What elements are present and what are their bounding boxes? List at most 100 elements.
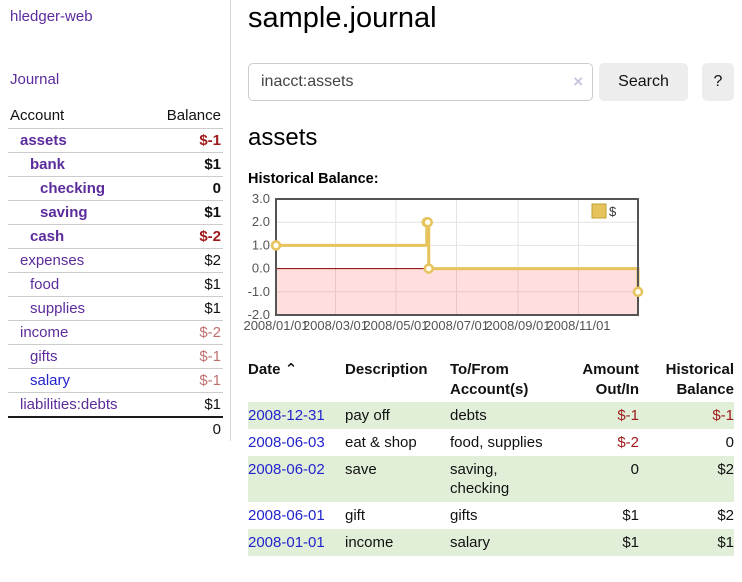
account-link[interactable]: assets [20,132,67,149]
account-link[interactable]: checking [40,180,106,197]
account-row: gifts $-1 [8,344,223,369]
account-balance: $-1 [148,368,223,393]
register-header-accounts: To/From Account(s) [450,361,529,399]
account-link[interactable]: supplies [30,300,86,317]
transaction-date-link[interactable]: 2008-01-01 [248,534,325,552]
chart-marker [270,240,282,251]
sidebar: hledger-web Journal Account Balance asse… [0,0,231,441]
account-row: bank $1 [8,152,223,177]
transaction-row: 2008-06-01 gift gifts $1 $2 [248,502,734,529]
help-button[interactable]: ? [701,62,734,101]
transaction-amount: $1 [622,507,639,525]
transaction-row: 2008-01-01 income salary $1 $1 [248,529,734,557]
account-link[interactable]: income [20,324,69,341]
y-tick-label: 1.0 [252,238,270,253]
register-header-date[interactable]: Date ⌃ [248,361,298,379]
account-balance: 0 [148,176,223,201]
transaction-date-link[interactable]: 2008-06-01 [248,507,325,525]
transaction-description: pay off [345,407,390,425]
transaction-date-link[interactable]: 2008-12-31 [248,407,325,425]
y-tick-label: -2.0 [248,307,270,322]
account-balance: $1 [148,296,223,321]
y-tick-label: 0.0 [252,261,270,276]
transaction-accounts: debts [450,407,487,425]
negative-area [276,268,638,316]
transaction-date-link[interactable]: 2008-06-02 [248,461,325,479]
account-row: income $-2 [8,320,223,345]
account-row: expenses $2 [8,248,223,273]
account-row: food $1 [8,272,223,297]
register-header-balance: Historical Balance [665,361,734,399]
account-row: assets $-1 [8,128,223,153]
account-link[interactable]: cash [30,228,65,245]
app-title-link[interactable]: hledger-web [10,8,93,25]
x-tick-label: 2008/07/01 [424,318,489,333]
account-row: liabilities:debts $1 [8,392,223,417]
accounts-header-row: Account Balance [8,104,223,129]
search-form: × Search ? [248,62,734,101]
y-tick-label: 2.0 [252,214,270,229]
account-link[interactable]: saving [40,204,88,221]
nav-journal: Journal [10,71,230,88]
accounts-table-body: assets $-1 bank $1 checking 0 saving $1 cash $-2 e… [8,128,223,417]
transaction-balance: $-1 [712,407,734,425]
register-table: Date ⌃ Description To/From Account(s) Am… [248,358,734,557]
transaction-balance: $1 [717,534,734,552]
account-balance: $-2 [148,224,223,249]
transaction-row: 2008-06-03 eat & shop food, supplies $-2 0 [248,429,734,456]
account-link[interactable]: liabilities:debts [20,396,118,413]
transaction-amount: 0 [630,461,639,479]
accounts-header-account: Account [10,107,65,124]
account-link[interactable]: gifts [30,348,58,365]
transaction-amount: $-2 [617,434,639,452]
transaction-accounts: food, supplies [450,434,543,452]
sort-ascending-icon: ⌃ [284,361,298,379]
accounts-total-row: 0 [8,416,223,441]
y-tick-label: 3.0 [252,191,270,206]
x-tick-label: 2008/01/01 [243,318,308,333]
account-row: supplies $1 [8,296,223,321]
accounts-total-balance: 0 [148,416,223,441]
search-input[interactable] [248,62,594,101]
chart-marker [632,286,644,298]
transaction-description: eat & shop [345,434,417,452]
historical-balance-chart: $3.0 2.0 1.0 0.0 -1.0 -2.02008/01/012008/03/0… [243,191,644,333]
x-tick-label: 2008/03/01 [303,318,368,333]
account-link[interactable]: salary [30,372,71,389]
y-tick-label: -1.0 [248,284,270,299]
clear-search-icon[interactable]: × [573,71,584,91]
transaction-date-link[interactable]: 2008-06-03 [248,434,325,452]
transaction-balance: $2 [717,461,734,479]
register-table-body: 2008-12-31 pay off debts $-1 $-1 2008-06-03 ea… [248,402,734,557]
account-balance: $1 [148,392,223,417]
x-tick-label: 2008/09/01 [485,318,550,333]
account-row: salary $-1 [8,368,223,393]
chart-marker [423,263,434,275]
transaction-accounts: gifts [450,507,478,525]
transaction-row: 2008-06-02 save saving, checking 0 $2 [248,456,734,503]
account-balance: $-2 [148,320,223,345]
account-row: checking 0 [8,176,223,201]
accounts-header-balance: Balance [166,107,221,124]
account-link[interactable]: bank [30,156,66,173]
account-balance: $-1 [148,344,223,369]
plot-border [275,198,639,317]
account-link[interactable]: expenses [20,252,85,269]
register-header-description: Description [345,361,428,379]
account-balance: $1 [148,200,223,225]
transaction-row: 2008-12-31 pay off debts $-1 $-1 [248,402,734,430]
transaction-description: income [345,534,394,552]
transaction-balance: $2 [717,507,734,525]
chart-marker [422,217,433,228]
sidebar-item-journal[interactable]: Journal [10,71,60,88]
legend-label: $ [609,204,617,219]
search-button[interactable]: Search [599,62,688,101]
account-link[interactable]: food [30,276,60,293]
legend-swatch [591,203,607,219]
search-input-wrap: × [248,62,594,101]
accounts-table: Account Balance assets $-1 bank $1 checking 0… [8,104,223,441]
transaction-description: save [345,461,377,479]
account-balance: $2 [148,248,223,273]
transaction-accounts: saving, checking [450,461,510,498]
chart-title: Historical Balance: [248,171,379,188]
